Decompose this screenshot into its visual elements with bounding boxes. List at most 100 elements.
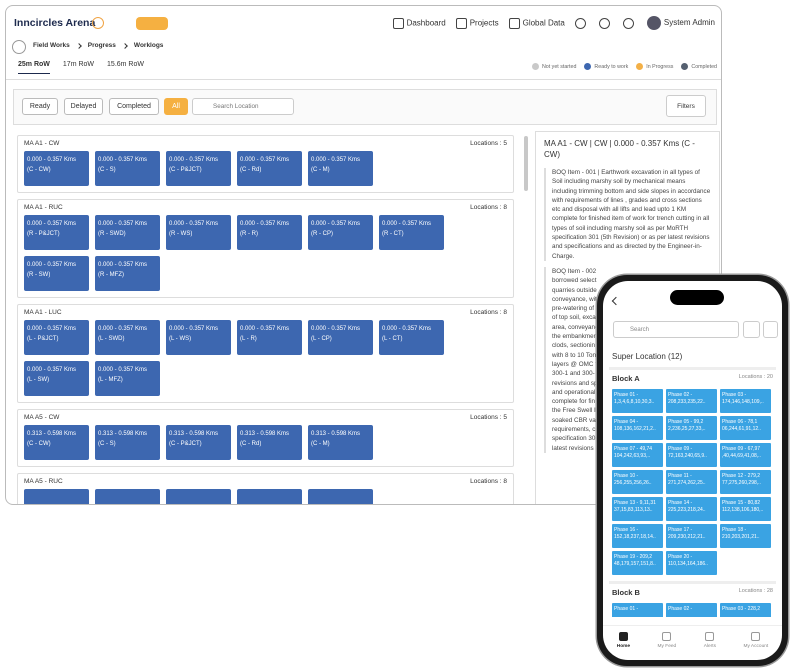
location-group: MA A5 - RUC Locations : 8	[17, 473, 514, 504]
phone-filter-button[interactable]	[763, 321, 778, 338]
legend-dot	[636, 63, 644, 70]
nav-tab[interactable]: Home	[617, 632, 630, 660]
location-tile[interactable]	[95, 489, 160, 504]
phase-tile[interactable]: Phase 15 - 80,82 112,138,106,180,..	[720, 497, 771, 521]
tile-range: 0.313 - 0.598 Kms	[98, 431, 148, 437]
tile-range: 0.000 - 0.357 Kms	[382, 221, 432, 227]
legend-label: Completed	[691, 63, 717, 70]
phase-name: Phase 09 - 67,97	[722, 446, 761, 452]
location-tile[interactable]: 0.313 - 0.598 Kms (C - S)	[95, 425, 160, 460]
location-group: MA A5 - CW Locations : 5 0.313 - 0.598 Kms…	[17, 409, 514, 467]
boq-line: 300-1 and 300-	[552, 370, 595, 378]
phase-tile[interactable]: Phase 17 -209,230,212,21..	[666, 524, 717, 548]
phase-tile[interactable]: Phase 19 - 209,2 48,179,157,151,8..	[612, 551, 663, 575]
location-tile[interactable]: 0.000 - 0.357 Kms (C - P&JCT)	[166, 151, 231, 186]
filter-button[interactable]: All	[164, 98, 188, 115]
location-tile[interactable]	[166, 489, 231, 504]
tile-code: (C - P&JCT)	[169, 441, 202, 447]
location-tile[interactable]: 0.000 - 0.357 Kms (R - SWD)	[95, 215, 160, 250]
tab[interactable]: 17m RoW	[62, 61, 95, 68]
legend-item: Completed	[681, 63, 717, 70]
nav-tab[interactable]: My Feed	[658, 632, 676, 660]
location-tile[interactable]: 0.313 - 0.598 Kms (C - P&JCT)	[166, 425, 231, 460]
location-tile[interactable]: 0.000 - 0.357 Kms (C - S)	[95, 151, 160, 186]
phase-tile[interactable]: Phase 09 -72,163,240,65,9..	[666, 443, 717, 467]
phase-tile[interactable]: Phase 03 -174,146,148,109,..	[720, 389, 771, 413]
location-tile[interactable]	[237, 489, 302, 504]
nav-link[interactable]: Projects	[455, 17, 499, 29]
location-tile[interactable]: 0.000 - 0.357 Kms (C - CW)	[24, 151, 89, 186]
location-tile[interactable]	[308, 489, 373, 504]
icon-button[interactable]	[622, 17, 634, 29]
location-tile[interactable]	[24, 489, 89, 504]
phase-tile[interactable]: Phase 01 -	[612, 603, 663, 617]
phase-tile[interactable]: Phase 02 -	[666, 603, 717, 617]
phase-tile[interactable]: Phase 06 - 78,1 06,244,61,91,12..	[720, 416, 771, 440]
location-tile[interactable]: 0.000 - 0.357 Kms (C - M)	[308, 151, 373, 186]
location-tile[interactable]: 0.000 - 0.357 Kms (R - R)	[237, 215, 302, 250]
phase-tile[interactable]: Phase 07 - 49,74 104,242,63,93,..	[612, 443, 663, 467]
nav-tab[interactable]: My Account	[743, 632, 768, 660]
phase-tile[interactable]: Phase 13 - 9,11,31 37,15,83,113,13..	[612, 497, 663, 521]
tab[interactable]: 25m RoW	[18, 61, 50, 74]
phone-back[interactable]	[611, 296, 621, 306]
location-tile[interactable]: 0.000 - 0.357 Kms (R - WS)	[166, 215, 231, 250]
location-tile[interactable]: 0.000 - 0.357 Kms (R - P&JCT)	[24, 215, 89, 250]
crumb-link[interactable]: Worklogs	[133, 42, 164, 49]
nav-link[interactable]: Dashboard	[392, 17, 446, 29]
location-tile[interactable]: 0.000 - 0.357 Kms (L - SWD)	[95, 320, 160, 355]
phase-tile[interactable]: Phase 09 - 67,97,40,44,69,41,08,..	[720, 443, 771, 467]
location-tile[interactable]: 0.000 - 0.357 Kms (R - CT)	[379, 215, 444, 250]
tab[interactable]: 15.6m RoW	[107, 61, 144, 68]
phase-tile[interactable]: Phase 20 -110,134,164,186..	[666, 551, 717, 575]
phase-tile[interactable]: Phase 04 -108,136,162,21,2..	[612, 416, 663, 440]
phase-tile[interactable]: Phase 11 -271,274,262,25..	[666, 470, 717, 494]
user-name: System Admin	[663, 18, 715, 28]
user-menu[interactable]: System Admin	[646, 16, 715, 30]
filter-button[interactable]: Delayed	[64, 98, 103, 115]
icon-button[interactable]	[574, 17, 586, 29]
location-tile[interactable]: 0.000 - 0.357 Kms (R - MFZ)	[95, 256, 160, 291]
location-tile[interactable]: 0.000 - 0.357 Kms (R - SW)	[24, 256, 89, 291]
boq-line: the embankment	[552, 333, 599, 341]
location-tile[interactable]: 0.000 - 0.357 Kms (C - Rd)	[237, 151, 302, 186]
location-tile[interactable]: 0.313 - 0.598 Kms (C - Rd)	[237, 425, 302, 460]
location-tile[interactable]: 0.000 - 0.357 Kms (L - CP)	[308, 320, 373, 355]
crumb-link[interactable]: Progress	[87, 42, 116, 49]
filters-button[interactable]: Filters	[666, 95, 706, 117]
phase-tile[interactable]: Phase 05 - 99,2 2,236,25,27,33,..	[666, 416, 717, 440]
crumb-link[interactable]: Field Works	[33, 42, 70, 49]
nav-tab[interactable]: Alerts	[704, 632, 716, 660]
phase-name: Phase 09 -	[668, 446, 693, 452]
tile-grid: 0.000 - 0.357 Kms (L - P&JCT) 0.000 - 0.35…	[24, 320, 507, 396]
location-tile[interactable]: 0.000 - 0.357 Kms (L - P&JCT)	[24, 320, 89, 355]
search-input[interactable]: Search Location	[192, 98, 294, 115]
location-tile[interactable]: 0.000 - 0.357 Kms (L - MFZ)	[95, 361, 160, 396]
filter-button[interactable]: Ready	[22, 98, 58, 115]
location-tile[interactable]: 0.000 - 0.357 Kms (L - WS)	[166, 320, 231, 355]
phase-tile[interactable]: Phase 18 -210,203,201,21..	[720, 524, 771, 548]
location-tile[interactable]: 0.000 - 0.357 Kms (L - SW)	[24, 361, 89, 396]
icon-button[interactable]	[598, 17, 610, 29]
phone-icon-button[interactable]	[743, 321, 760, 338]
phase-tile[interactable]: Phase 03 - 228,2	[720, 603, 771, 617]
phase-tile[interactable]: Phase 10 -256,255,256,26..	[612, 470, 663, 494]
location-tile[interactable]: 0.313 - 0.598 Kms (C - M)	[308, 425, 373, 460]
group-header: MA A1 - LUC Locations : 8	[24, 309, 507, 316]
back-button[interactable]	[12, 40, 26, 54]
location-tile[interactable]: 0.000 - 0.357 Kms (L - CT)	[379, 320, 444, 355]
location-tile[interactable]: 0.313 - 0.598 Kms (C - CW)	[24, 425, 89, 460]
location-tile[interactable]: 0.000 - 0.357 Kms (L - R)	[237, 320, 302, 355]
status-pill[interactable]	[136, 17, 168, 30]
phase-tile[interactable]: Phase 12 - 279,2 77,275,260,298,..	[720, 470, 771, 494]
phase-tile[interactable]: Phase 16 -152,18,237,18,14..	[612, 524, 663, 548]
nav-link[interactable]: Global Data	[508, 17, 565, 29]
location-tile[interactable]: 0.000 - 0.357 Kms (R - CP)	[308, 215, 373, 250]
phase-name: Phase 15 - 80,82	[722, 500, 761, 506]
phase-tile[interactable]: Phase 01 -1,3,4,6,8,10,30,3..	[612, 389, 663, 413]
filter-button[interactable]: Completed	[109, 98, 159, 115]
phase-tile[interactable]: Phase 14 -225,223,218,24..	[666, 497, 717, 521]
phone-search[interactable]: Search	[613, 321, 739, 338]
phase-tile[interactable]: Phase 02 -208,233,235,22..	[666, 389, 717, 413]
